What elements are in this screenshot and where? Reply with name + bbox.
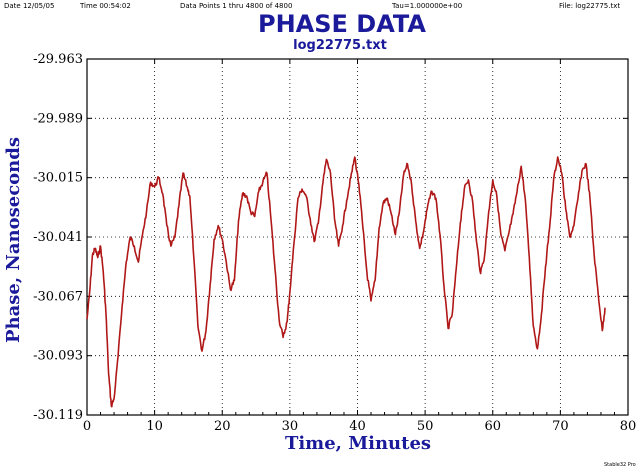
y-tick-label: -29.989 — [33, 111, 83, 126]
x-tick-label: 10 — [146, 419, 163, 434]
x-tick-label: 70 — [552, 419, 569, 434]
x-tick-label: 0 — [83, 419, 91, 434]
x-tick-label: 30 — [282, 419, 299, 434]
x-tick-label: 60 — [484, 419, 501, 434]
grid-lines — [86, 58, 629, 416]
y-tick-label: -30.093 — [33, 349, 83, 364]
y-tick-label: -30.067 — [33, 289, 83, 304]
y-tick-label: -30.119 — [33, 408, 83, 423]
y-tick-label: -29.963 — [33, 52, 83, 67]
y-tick-labels: -29.963 -29.989 -30.015 -30.041 -30.067 -30.0… — [33, 52, 83, 423]
x-tick-label: 80 — [620, 419, 637, 434]
header-time: Time 00:54:02 — [79, 2, 131, 10]
x-tick-label: 40 — [349, 419, 366, 434]
series-line-0 — [86, 156, 606, 408]
header-data-points: Data Points 1 thru 4800 of 4800 — [180, 2, 292, 10]
x-tick-labels: 0 10 20 30 40 50 60 70 80 — [83, 419, 636, 434]
x-axis-label: Time, Minutes — [285, 433, 431, 454]
series-layer — [86, 156, 606, 408]
y-axis-label: Phase, Nanoseconds — [3, 137, 24, 343]
y-tick-label: -30.041 — [33, 230, 83, 245]
chart-title: PHASE DATA — [258, 10, 426, 38]
header-file: File: log22775.txt — [559, 2, 620, 10]
x-tick-label: 50 — [417, 419, 434, 434]
credit-text: Stable32 Pro — [604, 462, 636, 468]
header-tau: Tau=1.000000e+00 — [391, 2, 462, 10]
x-tick-label: 20 — [214, 419, 231, 434]
y-tick-label: -30.015 — [33, 171, 83, 186]
chart-subtitle: log22775.txt — [293, 38, 387, 53]
header-date: Date 12/05/05 — [4, 2, 54, 10]
